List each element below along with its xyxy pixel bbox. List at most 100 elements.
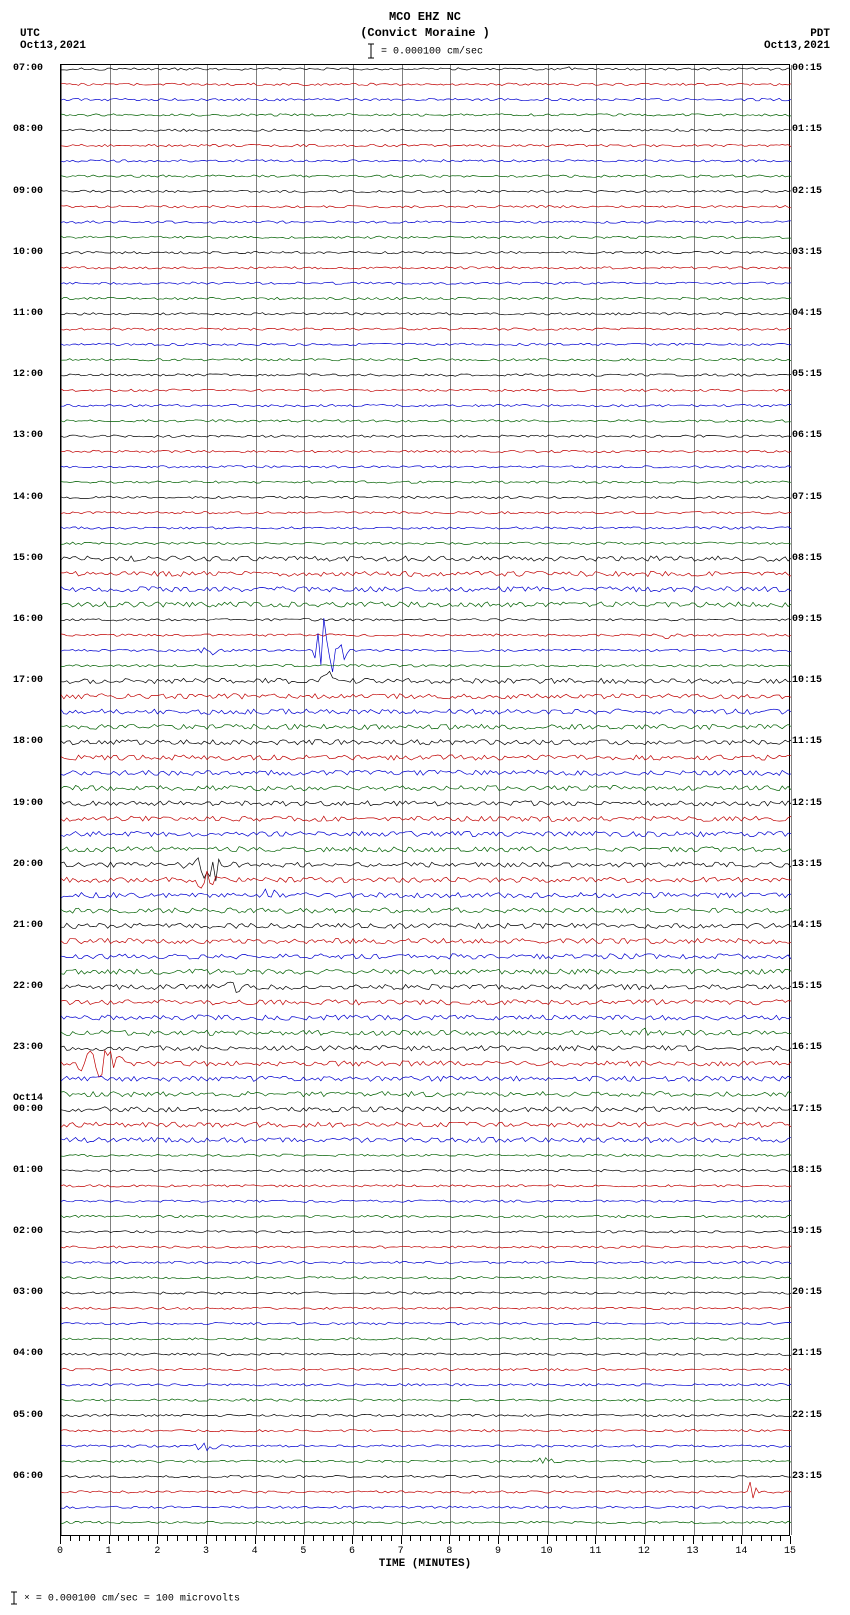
x-tick-minor — [732, 1536, 733, 1541]
x-tick-major — [644, 1536, 645, 1544]
x-tick-minor — [294, 1536, 295, 1541]
tz-left-name: UTC — [20, 28, 86, 40]
left-hour-label: 20:00 — [13, 859, 43, 870]
right-hour-label: 02:15 — [792, 186, 822, 197]
right-hour-label: 04:15 — [792, 308, 822, 319]
scale-legend: = 0.000100 cm/sec — [10, 43, 840, 59]
x-tick-minor — [566, 1536, 567, 1541]
seismic-trace — [61, 847, 791, 852]
seismic-trace — [61, 665, 791, 667]
footer: ✕ = 0.000100 cm/sec = 100 microvolts — [10, 1591, 840, 1605]
x-tick-minor — [722, 1536, 723, 1541]
seismic-trace — [61, 619, 791, 621]
seismic-trace — [61, 954, 791, 959]
left-hour-label: 23:00 — [13, 1042, 43, 1053]
x-tick-major — [60, 1536, 61, 1544]
seismic-trace — [61, 1051, 791, 1078]
left-hour-label: 22:00 — [13, 981, 43, 992]
seismic-trace — [61, 282, 791, 284]
x-tick-major — [352, 1536, 353, 1544]
x-tick-minor — [430, 1536, 431, 1541]
seismic-trace — [61, 542, 791, 544]
seismic-trace — [61, 709, 791, 714]
seismic-trace — [61, 359, 791, 361]
x-tick-minor — [362, 1536, 363, 1541]
seismic-trace — [61, 328, 791, 330]
seismic-trace — [61, 1476, 791, 1478]
seismic-trace — [61, 1384, 791, 1386]
x-tick-minor — [235, 1536, 236, 1541]
right-hour-label: 03:15 — [792, 247, 822, 258]
x-tick-minor — [625, 1536, 626, 1541]
x-tick-label: 3 — [203, 1546, 209, 1557]
utc-label-block: UTC Oct13,2021 — [20, 28, 86, 52]
seismic-trace — [61, 1307, 791, 1309]
seismic-trace — [61, 236, 791, 238]
seismic-trace — [61, 770, 791, 775]
seismic-trace — [61, 1231, 791, 1233]
seismic-trace — [61, 1154, 791, 1156]
x-tick-minor — [245, 1536, 246, 1541]
seismic-trace — [61, 374, 791, 376]
seismic-trace — [61, 267, 791, 269]
x-tick-major — [595, 1536, 596, 1544]
seismic-trace — [61, 389, 791, 391]
right-hour-label: 16:15 — [792, 1042, 822, 1053]
seismic-trace — [61, 1506, 791, 1508]
seismic-trace — [61, 939, 791, 944]
x-tick-minor — [469, 1536, 470, 1541]
station-code: MCO EHZ NC — [10, 10, 840, 26]
right-hour-label: 21:15 — [792, 1348, 822, 1359]
tz-right-date: Oct13,2021 — [764, 40, 830, 52]
seismic-trace — [61, 527, 791, 529]
left-hour-label: 10:00 — [13, 247, 43, 258]
x-tick-label: 6 — [349, 1546, 355, 1557]
x-tick-label: 11 — [589, 1546, 601, 1557]
seismic-trace — [61, 1458, 791, 1464]
pdt-label-block: PDT Oct13,2021 — [764, 28, 830, 52]
seismic-trace — [61, 1246, 791, 1248]
x-tick-label: 1 — [106, 1546, 112, 1557]
seismic-trace — [61, 83, 791, 85]
seismic-trace — [61, 160, 791, 162]
left-hour-label: 01:00 — [13, 1165, 43, 1176]
x-tick-minor — [371, 1536, 372, 1541]
left-hour-label: 11:00 — [13, 308, 43, 319]
seismic-trace — [61, 634, 791, 639]
left-hour-label: 17:00 — [13, 675, 43, 686]
x-tick-minor — [264, 1536, 265, 1541]
seismic-trace — [61, 694, 791, 699]
x-tick-minor — [517, 1536, 518, 1541]
left-hour-label: 04:00 — [13, 1348, 43, 1359]
x-tick-label: 5 — [300, 1546, 306, 1557]
right-hour-label: 01:15 — [792, 124, 822, 135]
x-tick-minor — [527, 1536, 528, 1541]
x-tick-minor — [70, 1536, 71, 1541]
x-tick-label: 10 — [541, 1546, 553, 1557]
seismic-trace — [61, 1482, 791, 1498]
seismic-trace — [61, 832, 791, 837]
x-tick-minor — [187, 1536, 188, 1541]
left-hour-label: 06:00 — [13, 1471, 43, 1482]
x-tick-minor — [440, 1536, 441, 1541]
x-tick-minor — [99, 1536, 100, 1541]
x-tick-minor — [89, 1536, 90, 1541]
seismic-trace — [61, 512, 791, 514]
left-hour-label: 18:00 — [13, 736, 43, 747]
left-hour-label: 14:00 — [13, 492, 43, 503]
left-hour-label: 03:00 — [13, 1287, 43, 1298]
x-tick-minor — [771, 1536, 772, 1541]
seismic-trace — [61, 1028, 791, 1035]
seismic-trace — [61, 1122, 791, 1127]
x-tick-major — [109, 1536, 110, 1544]
seismic-trace — [61, 144, 791, 146]
x-tick-major — [449, 1536, 450, 1544]
x-tick-label: 14 — [735, 1546, 747, 1557]
right-hour-label: 05:15 — [792, 369, 822, 380]
seismic-trace — [61, 889, 791, 898]
left-hour-label: 15:00 — [13, 553, 43, 564]
seismic-trace — [61, 1185, 791, 1187]
left-hour-label: 07:00 — [13, 63, 43, 74]
x-tick-label: 7 — [398, 1546, 404, 1557]
right-hour-label: 20:15 — [792, 1287, 822, 1298]
